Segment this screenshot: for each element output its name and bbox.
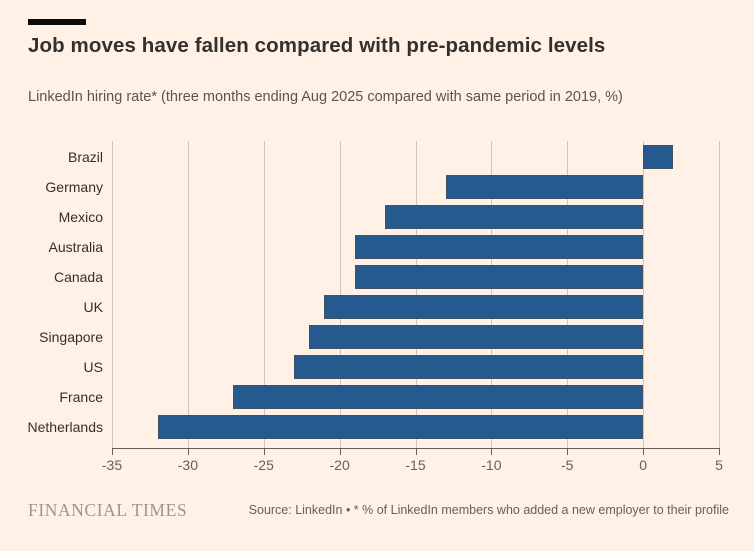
axis-tick-label--20: -20 — [329, 457, 350, 473]
gridline-0 — [643, 141, 645, 448]
gridline-5 — [719, 141, 720, 448]
axis-tick--35 — [112, 449, 113, 455]
bar-uk — [324, 295, 644, 319]
bar-australia — [354, 234, 644, 259]
gridline--5 — [567, 141, 569, 448]
category-label-netherlands: Netherlands — [27, 419, 104, 436]
category-label-canada: Canada — [53, 268, 103, 285]
gridline--35 — [112, 141, 113, 448]
bar-france — [233, 385, 644, 410]
bar-us — [294, 355, 644, 380]
axis-tick-label--15: -15 — [405, 457, 426, 473]
category-label-singapore: Singapore — [39, 329, 103, 346]
bar-netherlands — [157, 415, 644, 440]
accent-bar — [28, 19, 86, 25]
axis-tick-label--30: -30 — [177, 457, 198, 473]
axis-tick-label--25: -25 — [253, 457, 274, 473]
category-label-germany: Germany — [45, 178, 103, 195]
gridline--20 — [339, 141, 341, 448]
bar-singapore — [309, 325, 644, 350]
axis-tick-label--35: -35 — [101, 457, 123, 473]
gridline--30 — [187, 141, 189, 448]
gridline--10 — [491, 141, 493, 448]
category-label-australia: Australia — [48, 238, 103, 255]
axis-tick--30 — [187, 449, 189, 455]
axis-tick--5 — [567, 449, 569, 455]
x-axis-line — [112, 448, 720, 449]
footer: FINANCIAL TIMES Source: LinkedIn • * % o… — [0, 496, 754, 526]
axis-tick--10 — [491, 449, 493, 455]
bar-canada — [354, 264, 644, 289]
gridline--25 — [263, 141, 265, 448]
chart-subtitle: LinkedIn hiring rate* (three months endi… — [28, 89, 623, 105]
bar-germany — [445, 174, 644, 199]
category-label-us: US — [83, 359, 103, 376]
ft-logo: FINANCIAL TIMES — [28, 500, 188, 520]
axis-tick--20 — [339, 449, 341, 455]
axis-tick--25 — [263, 449, 265, 455]
category-label-brazil: Brazil — [67, 148, 103, 165]
axis-tick-5 — [719, 449, 720, 455]
category-label-uk: UK — [83, 299, 103, 315]
axis-tick-label-5: 5 — [715, 457, 723, 473]
category-label-france: France — [59, 389, 103, 406]
gridline--15 — [415, 141, 417, 448]
axis-tick-0 — [643, 449, 645, 455]
axis-tick-label--5: -5 — [561, 457, 574, 473]
chart-title: Job moves have fallen compared with pre-… — [28, 34, 606, 57]
category-label-mexico: Mexico — [58, 208, 103, 225]
source-note: Source: LinkedIn • * % of LinkedIn membe… — [248, 503, 729, 517]
bar-brazil — [643, 144, 674, 169]
axis-tick-label--10: -10 — [481, 457, 502, 473]
bar-mexico — [385, 204, 644, 229]
axis-tick-label-0: 0 — [639, 457, 648, 473]
axis-tick--15 — [415, 449, 417, 455]
